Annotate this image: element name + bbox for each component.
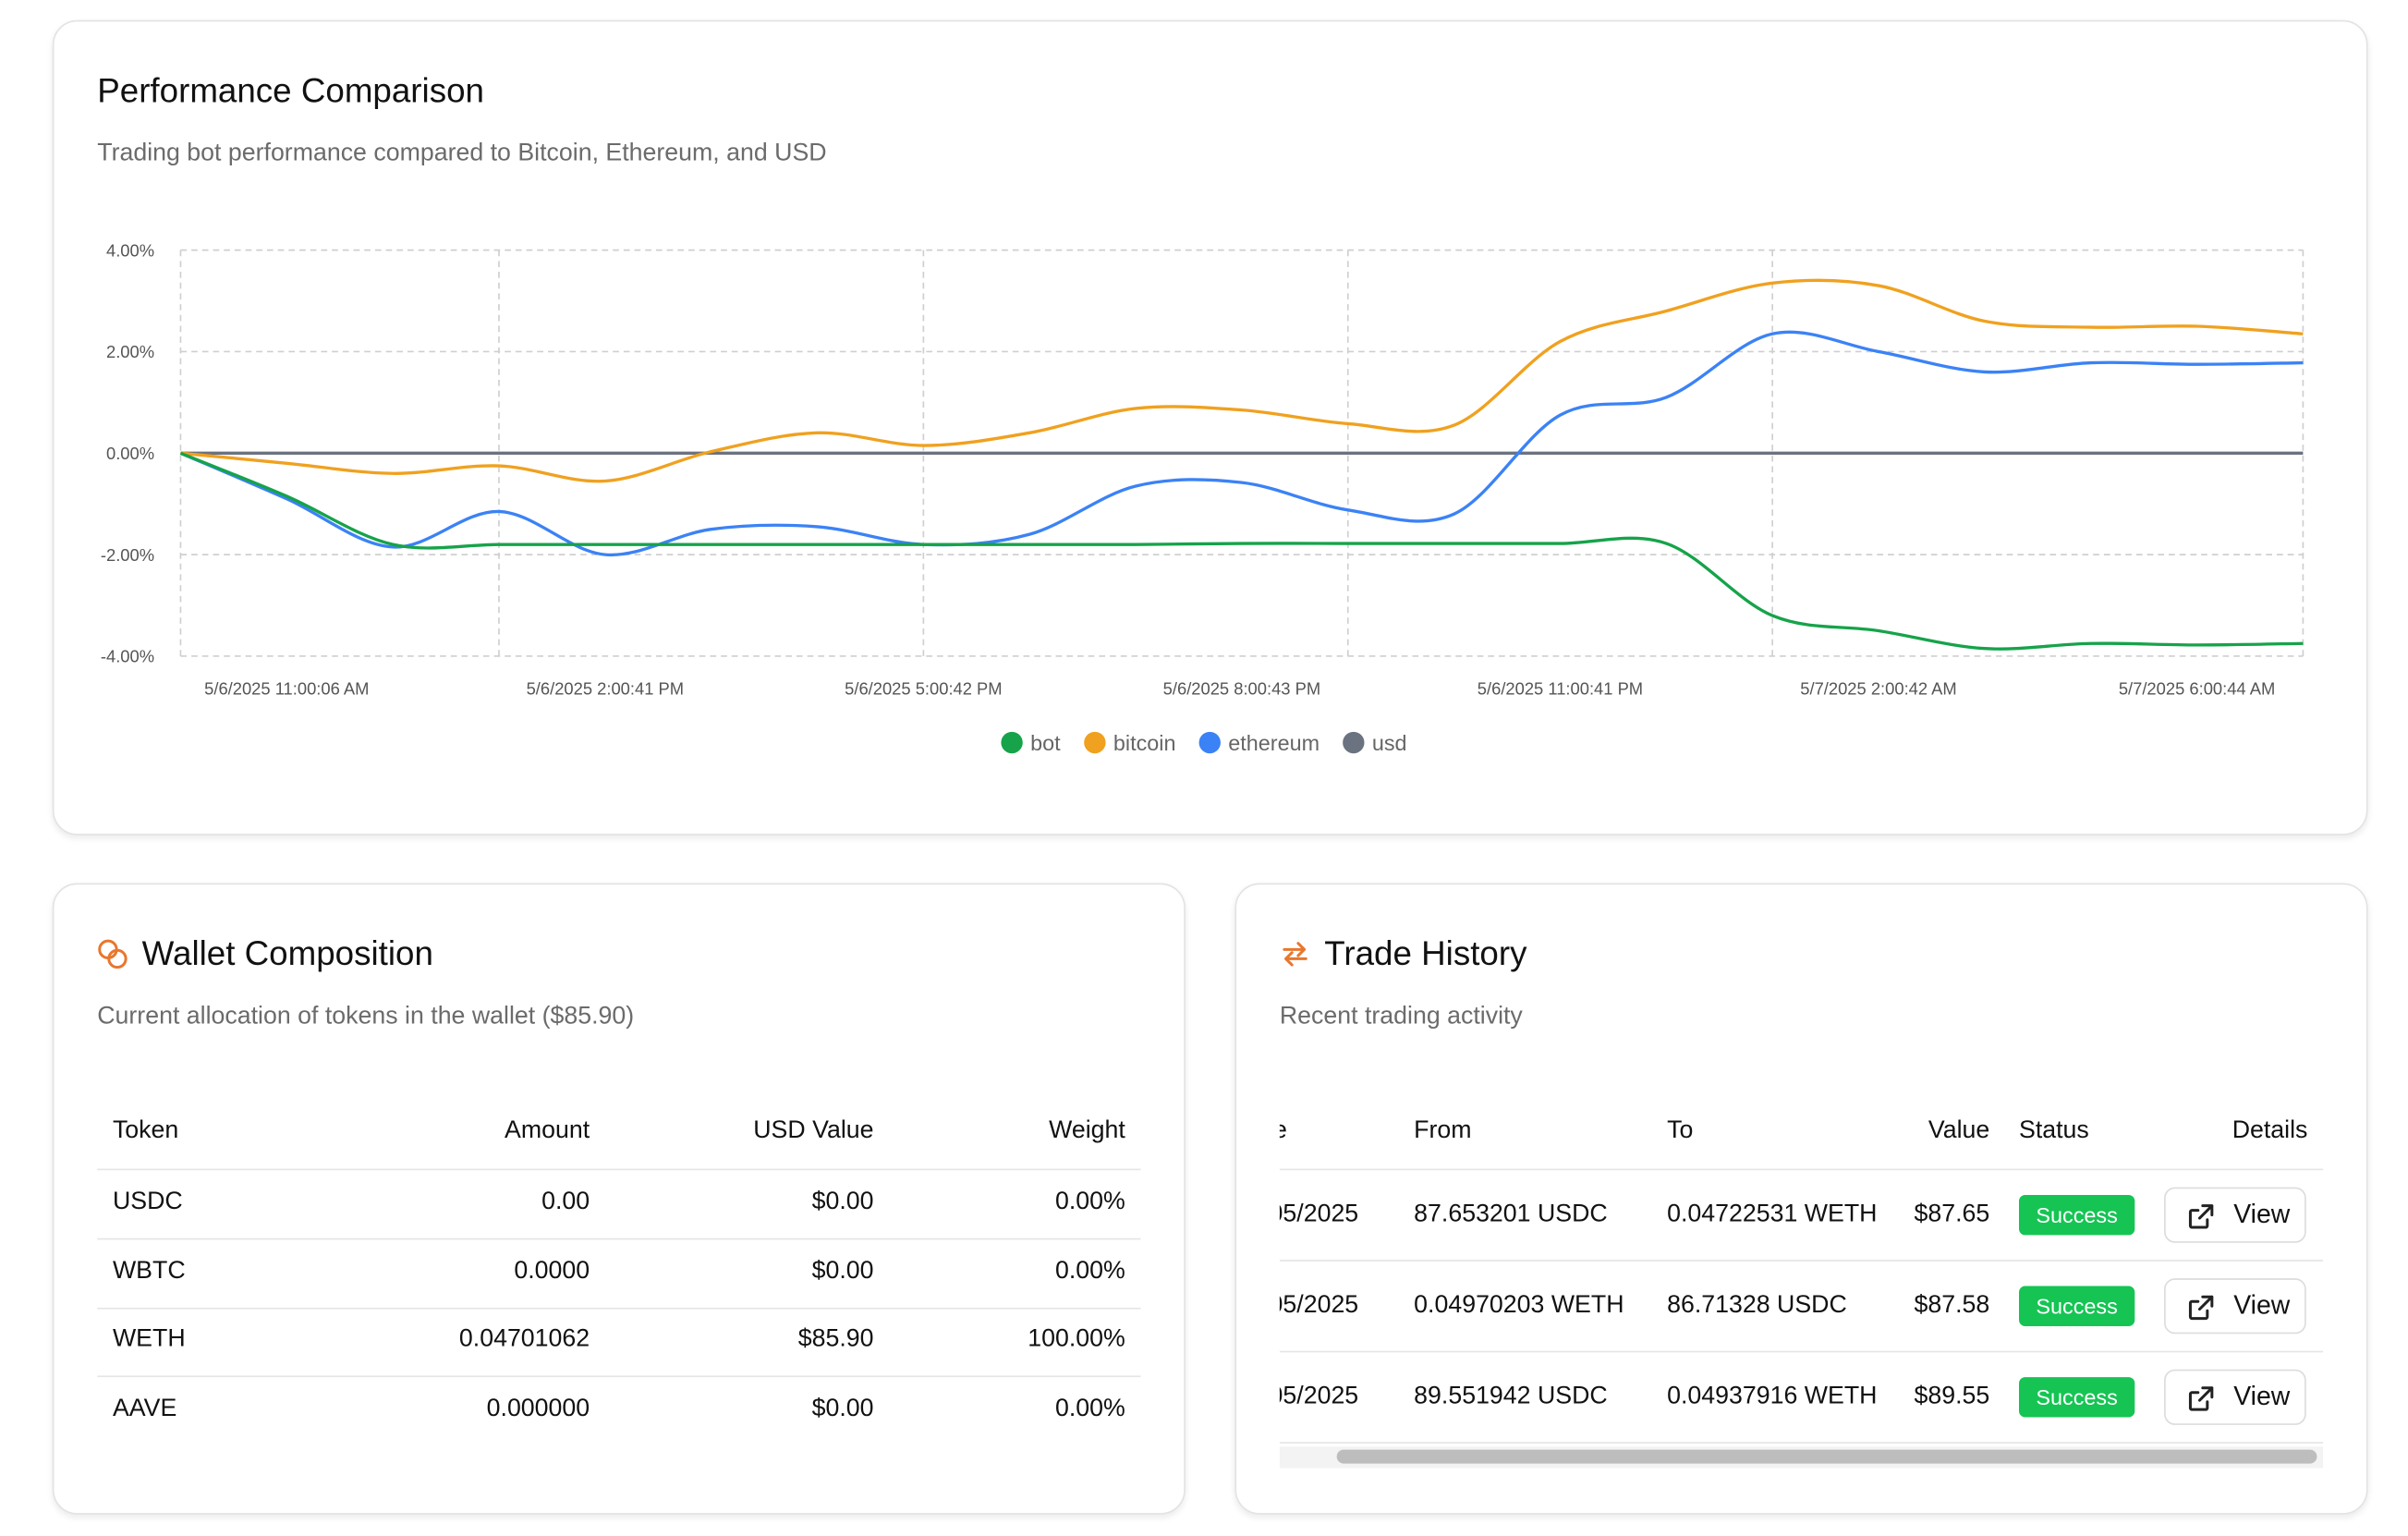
series-line [180, 278, 2304, 483]
trades-subtitle: Recent trading activity [1279, 1003, 1523, 1030]
table-cell: 87.653201 USDC [1414, 1201, 1608, 1228]
row-divider [97, 1237, 1141, 1240]
trades-table: Date From To Value Status Details 05/05/2025 87… [1279, 1080, 2324, 1474]
row-divider [1279, 1260, 2324, 1262]
column-header: Value [1928, 1117, 1990, 1144]
column-header: To [1667, 1117, 1694, 1144]
chart-subtitle: Trading bot performance compared to Bitc… [97, 140, 827, 167]
status-badge: Success [2019, 1194, 2135, 1236]
table-cell: 0.04722531 WETH [1667, 1201, 1878, 1228]
view-label[interactable]: View [2233, 1382, 2291, 1411]
y-tick-label: -4.00% [101, 647, 154, 666]
x-tick-label: 5/6/2025 5:00:42 PM [845, 679, 1002, 699]
row-divider [1279, 1350, 2324, 1353]
performance-card [52, 19, 2368, 835]
table-cell: 86.71328 USDC [1667, 1292, 1847, 1319]
x-tick-label: 5/6/2025 2:00:41 PM [527, 679, 684, 699]
legend: bot bitcoin ethereum usd [1001, 731, 1407, 755]
table-cell: USDC [112, 1189, 183, 1215]
column-header: Date [1280, 1116, 1287, 1147]
chart-title: Performance Comparison [97, 70, 484, 110]
column-header: Status [2019, 1117, 2089, 1144]
legend-marker [1343, 731, 1365, 754]
table-cell: 0.00% [1054, 1189, 1125, 1215]
series-line [179, 451, 2304, 651]
table-cell: 05/05/2025 [1280, 1201, 1359, 1228]
x-tick-label: 5/6/2025 11:00:06 AM [204, 679, 369, 699]
x-tick-label: 5/7/2025 6:00:44 AM [2119, 679, 2275, 699]
chart: -4.00% -2.00% 0.00% 2.00% 4.00% 5/6/2025 11:0… [101, 240, 2305, 755]
wallet-subtitle: Current allocation of tokens in the wall… [97, 1003, 635, 1030]
table-cell: WETH [112, 1325, 186, 1353]
table-cell: 0.04937916 WETH [1667, 1383, 1878, 1410]
table-cell: 0.000000 [486, 1395, 590, 1421]
x-tick-label: 5/6/2025 11:00:41 PM [1478, 679, 1643, 699]
wallet-card [52, 883, 1186, 1515]
table-cell: 0.00% [1054, 1257, 1125, 1285]
column-header: USD Value [753, 1117, 874, 1144]
legend-marker [1198, 731, 1221, 754]
status-badge: Success [2019, 1377, 2135, 1418]
table-cell: $87.58 [1914, 1292, 1990, 1319]
trade-icon [1283, 942, 1307, 967]
external-link-icon [2188, 1386, 2214, 1411]
row-divider [1279, 1168, 2324, 1171]
legend-label: ethereum [1228, 731, 1320, 755]
legend-label: bot [1030, 731, 1061, 755]
table-cell: 0.00% [1054, 1395, 1125, 1421]
table-cell: 89.551942 USDC [1414, 1383, 1608, 1410]
table-cell: AAVE [112, 1395, 177, 1421]
row-divider [1279, 1442, 2324, 1444]
y-tick-label: -2.00% [101, 545, 154, 565]
legend-label: bitcoin [1113, 731, 1176, 755]
legend-marker [1084, 731, 1106, 754]
table-cell: WBTC [112, 1257, 186, 1285]
external-link-icon [2188, 1295, 2214, 1321]
view-label[interactable]: View [2233, 1290, 2291, 1321]
column-header: From [1414, 1117, 1472, 1144]
column-header: Token [112, 1117, 179, 1144]
view-button[interactable]: View [2164, 1369, 2306, 1425]
view-button[interactable]: View [2164, 1278, 2306, 1335]
view-button[interactable]: View [2164, 1187, 2306, 1243]
legend-marker [1001, 731, 1023, 754]
table-cell: 0.00 [541, 1189, 590, 1215]
column-header: Details [2232, 1117, 2308, 1144]
wallet-icon [98, 939, 128, 969]
row-divider [97, 1375, 1141, 1378]
table-cell: 0.04701062 [458, 1325, 590, 1353]
table-cell: $0.00 [811, 1395, 874, 1421]
column-header: Weight [1049, 1117, 1125, 1144]
table-cell: $87.65 [1914, 1201, 1990, 1228]
y-tick-label: 2.00% [106, 342, 154, 361]
table-cell: $0.00 [811, 1189, 874, 1215]
table-cell: 0.0000 [514, 1257, 590, 1285]
y-tick-label: 0.00% [106, 444, 154, 463]
table-cell: 0.04970203 WETH [1414, 1292, 1624, 1319]
table-cell: 05/05/2025 [1280, 1292, 1359, 1319]
table-cell: $0.00 [811, 1257, 874, 1285]
trades-scroll[interactable]: Date From To Value Status Details 05/05/2025 87… [1279, 1080, 2324, 1474]
series-line [179, 330, 2304, 557]
status-badge: Success [2019, 1286, 2135, 1326]
table-cell: $89.55 [1914, 1383, 1990, 1410]
x-tick-label: 5/7/2025 2:00:42 AM [1800, 679, 1956, 699]
external-link-icon [2188, 1204, 2214, 1229]
y-tick-label: 4.00% [106, 240, 154, 260]
row-divider [97, 1168, 1141, 1171]
table-cell: 100.00% [1028, 1325, 1125, 1353]
wallet-title: Wallet Composition [141, 933, 433, 973]
scrollbar-thumb[interactable] [1336, 1449, 2317, 1464]
x-tick-label: 5/6/2025 8:00:43 PM [1163, 679, 1320, 699]
row-divider [97, 1307, 1141, 1309]
trades-title: Trade History [1324, 933, 1527, 973]
view-label[interactable]: View [2233, 1199, 2291, 1229]
legend-label: usd [1372, 731, 1407, 755]
table-cell: 05/05/2025 [1280, 1383, 1359, 1410]
column-header: Amount [505, 1117, 590, 1144]
table-cell: $85.90 [797, 1325, 874, 1353]
